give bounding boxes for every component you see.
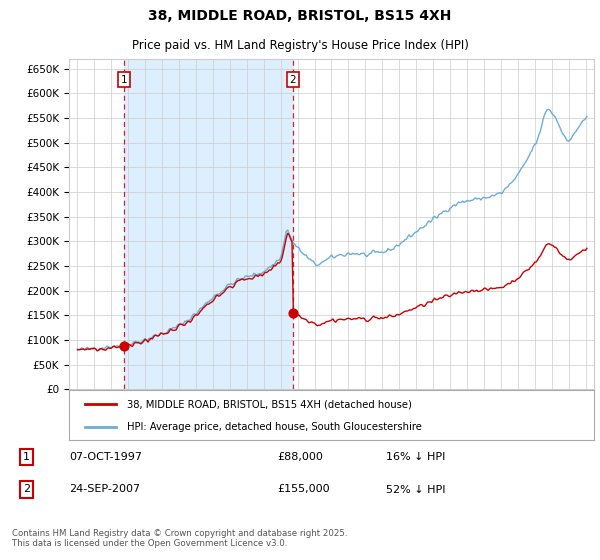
Text: 38, MIDDLE ROAD, BRISTOL, BS15 4XH: 38, MIDDLE ROAD, BRISTOL, BS15 4XH [148, 10, 452, 24]
Text: 52% ↓ HPI: 52% ↓ HPI [386, 484, 446, 494]
Text: 16% ↓ HPI: 16% ↓ HPI [386, 452, 446, 462]
Text: 2: 2 [290, 74, 296, 85]
Point [119, 342, 129, 351]
Point [288, 309, 298, 318]
Bar [124, 59, 293, 389]
Text: 1: 1 [23, 452, 30, 462]
Text: 1: 1 [121, 74, 128, 85]
Text: Contains HM Land Registry data © Crown copyright and database right 2025.
This d: Contains HM Land Registry data © Crown c… [12, 529, 347, 548]
Text: 24-SEP-2007: 24-SEP-2007 [70, 484, 141, 494]
Text: £88,000: £88,000 [277, 452, 323, 462]
Text: £155,000: £155,000 [277, 484, 329, 494]
Text: 07-OCT-1997: 07-OCT-1997 [70, 452, 143, 462]
Text: 2: 2 [23, 484, 30, 494]
Text: 38, MIDDLE ROAD, BRISTOL, BS15 4XH (detached house): 38, MIDDLE ROAD, BRISTOL, BS15 4XH (deta… [127, 399, 412, 409]
Text: Price paid vs. HM Land Registry's House Price Index (HPI): Price paid vs. HM Land Registry's House … [131, 39, 469, 53]
Text: HPI: Average price, detached house, South Gloucestershire: HPI: Average price, detached house, Sout… [127, 422, 422, 432]
